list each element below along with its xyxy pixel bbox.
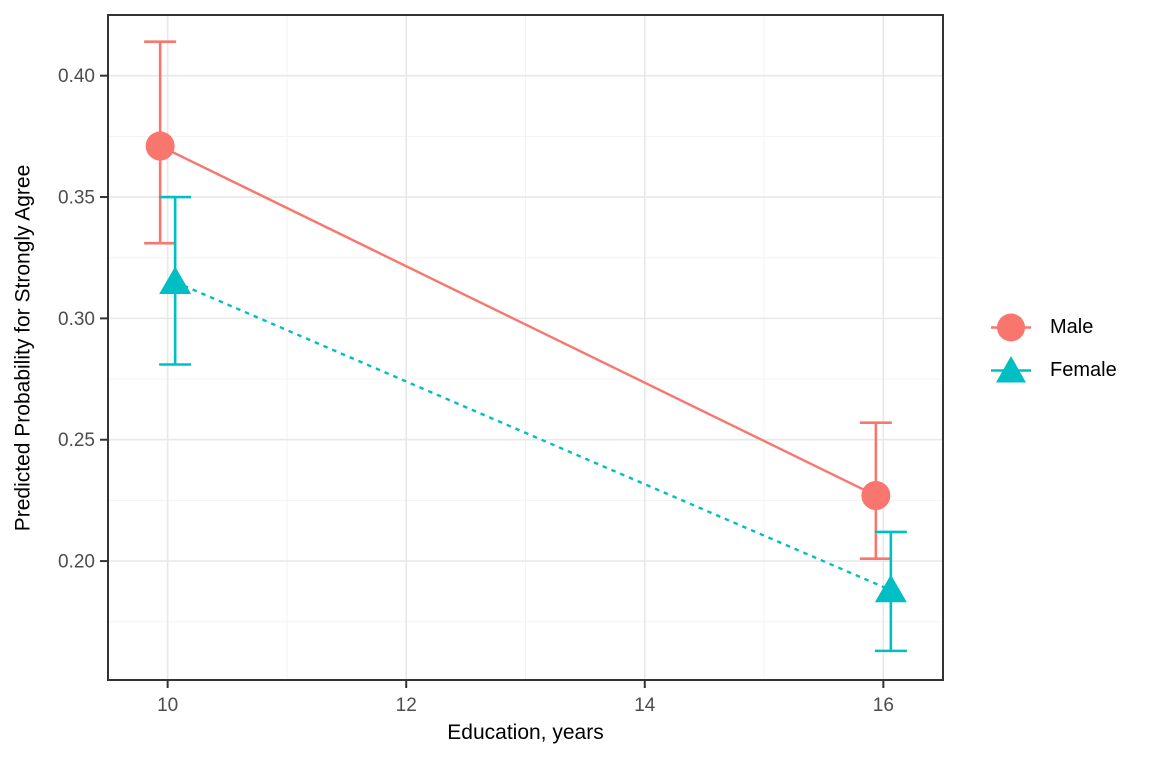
x-tick-label: 10: [157, 695, 178, 716]
y-tick-label: 0.20: [58, 552, 95, 573]
legend-item-female: Female: [989, 349, 1117, 392]
female-legend-key-point: [996, 356, 1026, 383]
female-trend-line: [174, 280, 892, 592]
male-point: [861, 481, 891, 511]
female-point: [159, 266, 192, 294]
legend: Male Female: [989, 306, 1117, 392]
male-legend-marker: [991, 313, 1031, 342]
panel-border: [107, 14, 944, 681]
y-tick-label: 0.40: [58, 66, 95, 87]
male-legend-key-point: [997, 313, 1025, 342]
y-tick-label: 0.35: [58, 188, 95, 209]
x-tick-label: 12: [396, 695, 417, 716]
legend-label-male: Male: [1050, 316, 1094, 338]
y-tick-label: 0.25: [58, 430, 95, 451]
x-tick-label: 16: [873, 695, 894, 716]
male-trend-line: [159, 144, 877, 497]
y-tick-label: 0.30: [58, 309, 95, 330]
male-point: [145, 131, 175, 161]
y-axis-title: Predicted Probability for Strongly Agree: [6, 15, 40, 680]
legend-label-female: Female: [1050, 359, 1117, 381]
x-tick-label: 14: [634, 695, 656, 716]
legend-item-male: Male: [989, 306, 1117, 349]
female-point: [874, 574, 907, 603]
y-axis-title-text: Predicted Probability for Strongly Agree: [11, 164, 34, 531]
female-legend-marker: [991, 356, 1031, 383]
x-axis-title: Education, years: [447, 721, 604, 744]
